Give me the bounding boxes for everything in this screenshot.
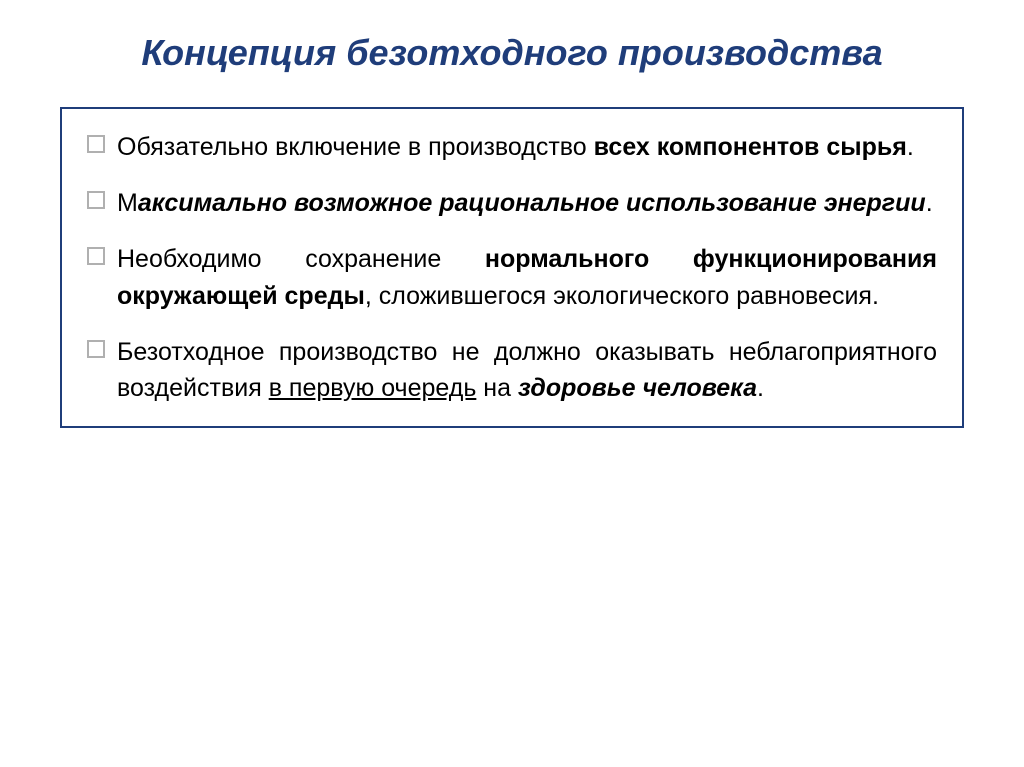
text-first-letter: М [117, 189, 138, 217]
bullet-icon [87, 247, 105, 265]
text-mid: на [476, 374, 518, 402]
list-item: Обязательно включение в производство все… [87, 129, 937, 165]
text-bold-italic: здоровье человека [518, 374, 757, 402]
item-text: Обязательно включение в производство все… [117, 129, 937, 165]
text-italic-bold: аксимально возможное рациональное исполь… [138, 189, 926, 217]
list-item: Необходимо сохранение нормального функци… [87, 241, 937, 314]
slide-title: Концепция безотходного производства [60, 30, 964, 77]
text-prefix: Необходимо сохранение [117, 245, 485, 273]
content-box: Обязательно включение в производство все… [60, 107, 964, 429]
text-suffix: , сложившегося экологического равновесия… [365, 282, 879, 310]
bullet-icon [87, 191, 105, 209]
item-text: Максимально возможное рациональное испол… [117, 185, 937, 221]
list-item: Безотходное производство не должно оказы… [87, 334, 937, 407]
list-item: Максимально возможное рациональное испол… [87, 185, 937, 221]
item-text: Безотходное производство не должно оказы… [117, 334, 937, 407]
text-bold: всех компонентов сырья [594, 133, 907, 161]
bullet-icon [87, 135, 105, 153]
text-underline: в первую очередь [269, 374, 477, 402]
bullet-icon [87, 340, 105, 358]
text-suffix: . [757, 374, 764, 402]
text-suffix: . [907, 133, 914, 161]
item-text: Необходимо сохранение нормального функци… [117, 241, 937, 314]
text-prefix: Обязательно включение в производство [117, 133, 594, 161]
text-suffix: . [926, 189, 933, 217]
